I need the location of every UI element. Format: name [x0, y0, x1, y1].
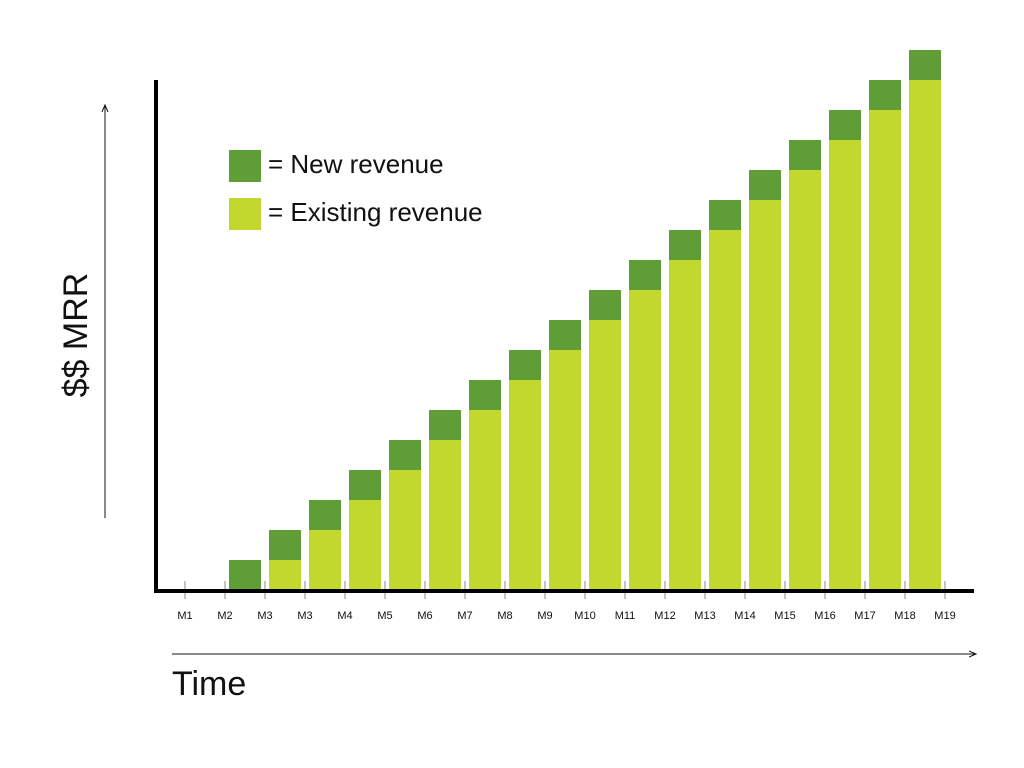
bar-segment — [469, 410, 501, 590]
bar-segment — [269, 560, 301, 590]
x-axis-title: Time — [172, 665, 246, 703]
x-tick-label: M11 — [615, 610, 636, 622]
x-tick-label: M5 — [377, 610, 392, 622]
legend-label: = Existing revenue — [268, 197, 483, 227]
x-tick-label: M3 — [297, 610, 312, 622]
x-tick-label: M17 — [854, 610, 875, 622]
x-tick-label: M1 — [177, 610, 192, 622]
bar-segment — [309, 530, 341, 590]
bar-segment — [509, 350, 541, 380]
legend-swatch — [229, 198, 261, 230]
bar-segment — [669, 260, 701, 590]
x-tick-label: M19 — [934, 610, 955, 622]
bar-segment — [309, 500, 341, 530]
bar-segment — [269, 530, 301, 560]
x-tick-label: M13 — [694, 610, 715, 622]
bar-segment — [349, 470, 381, 500]
bar-segment — [349, 500, 381, 590]
bar-segment — [389, 470, 421, 590]
bar-segment — [469, 380, 501, 410]
bar-segment — [829, 110, 861, 140]
bar-segment — [629, 260, 661, 290]
x-tick-label: M6 — [417, 610, 432, 622]
bar-segment — [389, 440, 421, 470]
bar-segment — [549, 350, 581, 590]
x-tick-label: M15 — [774, 610, 795, 622]
bar-segment — [829, 140, 861, 590]
bar-segment — [909, 80, 941, 590]
bar-segment — [749, 200, 781, 590]
x-tick-label: M8 — [497, 610, 512, 622]
bar-segment — [709, 230, 741, 590]
bar-segment — [629, 290, 661, 590]
bar-segment — [789, 140, 821, 170]
bar-segment — [909, 50, 941, 80]
bar-segment — [509, 380, 541, 590]
plot — [184, 50, 946, 599]
bar-segment — [669, 230, 701, 260]
legend-swatch — [229, 150, 261, 182]
x-tick-label: M9 — [537, 610, 552, 622]
bar-segment — [429, 440, 461, 590]
x-tick-label: M3 — [257, 610, 272, 622]
y-axis-title: $$ MRR — [57, 273, 95, 398]
bar-segment — [429, 410, 461, 440]
x-tick-label: M4 — [337, 610, 352, 622]
bar-segment — [789, 170, 821, 590]
x-tick-label: M10 — [574, 610, 595, 622]
bar-segment — [749, 170, 781, 200]
legend-label: = New revenue — [268, 149, 444, 179]
x-tick-label: M16 — [814, 610, 835, 622]
x-tick-label: M14 — [734, 610, 755, 622]
x-tick-label: M2 — [217, 610, 232, 622]
x-tick-label: M18 — [894, 610, 915, 622]
bar-segment — [709, 200, 741, 230]
x-tick-label: M12 — [654, 610, 675, 622]
bar-segment — [549, 320, 581, 350]
bar-segment — [229, 560, 261, 590]
bar-segment — [589, 290, 621, 320]
bar-segment — [869, 80, 901, 110]
x-tick-label: M7 — [457, 610, 472, 622]
bar-segment — [589, 320, 621, 590]
bar-segment — [869, 110, 901, 590]
